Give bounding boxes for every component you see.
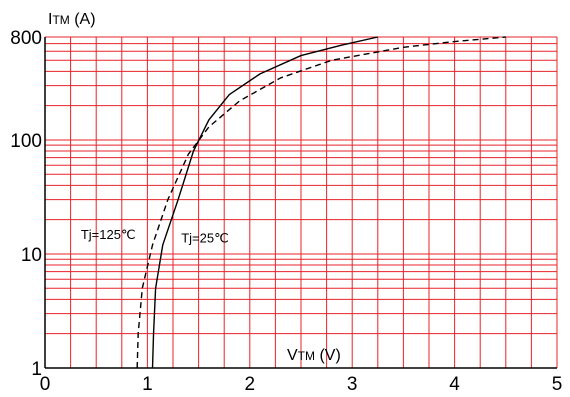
x-tick-label: 0 [40, 374, 51, 395]
annotations: Tj=125℃ Tj=25℃ [81, 227, 229, 245]
x-tick-label: 3 [347, 374, 358, 395]
x-tick-label: 2 [245, 374, 256, 395]
series-line-1 [151, 36, 378, 369]
curve-annotation: Tj=25℃ [181, 230, 228, 245]
axes [44, 37, 557, 369]
x-tick-label: 1 [142, 374, 153, 395]
grid [44, 36, 558, 369]
x-tick-label: 5 [552, 374, 563, 395]
series-line-2 [136, 36, 506, 369]
x-axis-title: VTM (V) [287, 347, 341, 364]
y-tick-label: 1 [31, 359, 42, 380]
y-tick-label: 800 [10, 28, 42, 49]
y-tick-label: 100 [10, 131, 42, 152]
x-tick-label: 4 [449, 374, 460, 395]
y-tick-label: 10 [21, 245, 42, 266]
series [136, 36, 506, 369]
y-axis-title: ITM (A) [48, 11, 96, 28]
axis-titles: ITM (A) VTM (V) [48, 11, 341, 364]
curve-annotation: Tj=125℃ [81, 227, 136, 242]
